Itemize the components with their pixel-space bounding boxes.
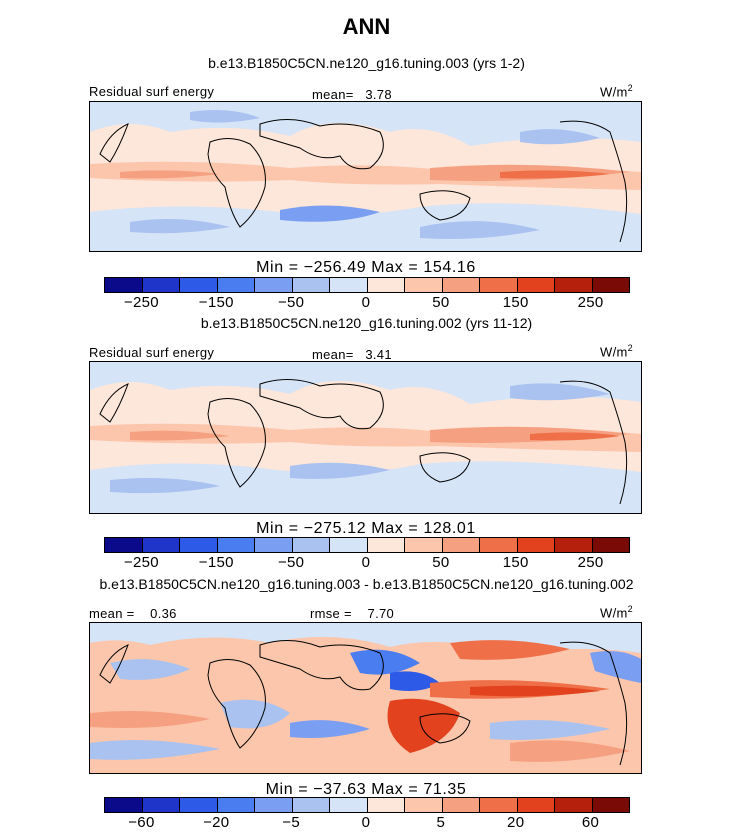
panel2-colorbar-swatch [555, 538, 593, 552]
panel2-colorbar-ticks: −250 −150 −50 0 50 150 250 [104, 554, 628, 572]
panel2-tick-label: 250 [577, 554, 604, 571]
panel1-variable-label: Residual surf energy [89, 84, 215, 99]
panel3-colorbar-swatch [367, 798, 405, 812]
panel2-colorbar-swatch [330, 538, 368, 552]
panel2-tick-label: 0 [361, 554, 371, 571]
panel1-colorbar-ticks: −250 −150 −50 0 50 150 250 [104, 294, 628, 312]
panel1-colorbar-swatch [405, 278, 443, 292]
panel2-colorbar-swatch [480, 538, 518, 552]
panel2-tick-label: 50 [432, 554, 450, 571]
panel2-stats: Min = −275.12 Max = 128.01 [256, 520, 476, 537]
panel2-colorbar-swatch [367, 538, 405, 552]
panel1-colorbar-swatch [517, 278, 555, 292]
panel3-units-base: W/m [600, 605, 628, 621]
panel1-tick-label: 0 [361, 294, 371, 311]
panel3-colorbar-ticks: −60 −20 −5 0 5 20 60 [104, 814, 628, 832]
panel1-colorbar [104, 277, 630, 293]
panel1-colorbar-swatch [180, 278, 218, 292]
panel3-rmse-label: rmse = 7.70 [310, 606, 395, 621]
panel2-mean-label: mean= 3.41 [312, 347, 392, 362]
panel1-tick-label: 150 [502, 294, 529, 311]
panel2-units-base: W/m [600, 344, 628, 360]
panel1-tick-label: −250 [123, 294, 159, 311]
panel3-colorbar-swatch [592, 798, 629, 812]
panel1-colorbar-swatch [480, 278, 518, 292]
panel2-map [89, 361, 642, 514]
panel3-tick-label: −20 [203, 814, 230, 831]
panel3-colorbar-swatch [292, 798, 330, 812]
panel3-colorbar-swatch [142, 798, 180, 812]
panel3-map [89, 622, 642, 774]
panel3-tick-label: 60 [581, 814, 600, 831]
panel3-units-exp: 2 [627, 604, 633, 614]
panel2-colorbar-swatch [142, 538, 180, 552]
panel1-tick-label: 250 [577, 294, 604, 311]
panel3-tick-label: 0 [361, 814, 371, 831]
panel2-units-exp: 2 [627, 343, 633, 353]
panel3-tick-label: 20 [507, 814, 525, 831]
panel3-colorbar-swatch [442, 798, 480, 812]
panel1-colorbar-swatch [105, 278, 143, 292]
panel3-colorbar-swatch [480, 798, 518, 812]
panel2-colorbar-swatch [405, 538, 443, 552]
panel3-colorbar-swatch [330, 798, 368, 812]
panel1-case-title: b.e13.B1850C5CN.ne120_g16.tuning.003 (yr… [208, 55, 525, 71]
panel1-tick-label: −50 [277, 294, 305, 311]
panel1-colorbar-swatch [330, 278, 368, 292]
panel1-tick-label: −150 [198, 294, 234, 311]
panel1-mean-label: mean= 3.78 [312, 87, 392, 102]
panel1-stats: Min = −256.49 Max = 154.16 [256, 259, 476, 276]
panel3-colorbar [104, 797, 630, 813]
panel3-case-title: b.e13.B1850C5CN.ne120_g16.tuning.003 - b… [99, 576, 634, 592]
panel2-tick-label: −50 [277, 554, 305, 571]
panel2-colorbar-swatch [255, 538, 293, 552]
panel1-colorbar-swatch [592, 278, 629, 292]
panel3-units: W/m2 [600, 604, 633, 620]
panel2-colorbar-swatch [217, 538, 255, 552]
panel2-tick-label: 150 [502, 554, 529, 571]
panel2-colorbar-swatch [105, 538, 143, 552]
panel2-tick-label: −250 [123, 554, 159, 571]
panel1-colorbar-swatch [442, 278, 480, 292]
panel2-colorbar-swatch [442, 538, 480, 552]
panel1-colorbar-swatch [367, 278, 405, 292]
panel2-units: W/m2 [600, 343, 633, 359]
panel1-colorbar-swatch [255, 278, 293, 292]
panel3-colorbar-swatch [180, 798, 218, 812]
panel1-colorbar-swatch [217, 278, 255, 292]
panel3-tick-label: −60 [128, 814, 155, 831]
panel2-tick-label: −150 [198, 554, 234, 571]
panel3-colorbar-swatch [517, 798, 555, 812]
panel2-colorbar [104, 537, 630, 553]
panel1-units: W/m2 [600, 83, 633, 99]
panel3-tick-label: −5 [282, 814, 300, 831]
panel3-mean-label: mean = 0.36 [89, 606, 177, 621]
panel3-colorbar-swatch [217, 798, 255, 812]
panel3-colorbar-swatch [555, 798, 593, 812]
panel2-variable-label: Residual surf energy [89, 345, 215, 360]
panel3-colorbar-swatch [405, 798, 443, 812]
panel2-colorbar-swatch [592, 538, 629, 552]
panel3-tick-label: 5 [436, 814, 446, 831]
panel1-colorbar-swatch [292, 278, 330, 292]
panel1-map [89, 101, 642, 252]
panel1-units-base: W/m [600, 84, 628, 100]
panel3-colorbar-swatch [255, 798, 293, 812]
panel3-stats: Min = −37.63 Max = 71.35 [265, 781, 467, 798]
page-title: ANN [342, 14, 391, 39]
panel2-case-title: b.e13.B1850C5CN.ne120_g16.tuning.002 (yr… [200, 315, 533, 331]
panel2-colorbar-swatch [292, 538, 330, 552]
panel2-colorbar-swatch [517, 538, 555, 552]
panel1-units-exp: 2 [627, 83, 633, 93]
panel1-colorbar-swatch [142, 278, 180, 292]
panel1-tick-label: 50 [432, 294, 450, 311]
panel3-colorbar-swatch [105, 798, 143, 812]
panel1-colorbar-swatch [555, 278, 593, 292]
panel2-colorbar-swatch [180, 538, 218, 552]
